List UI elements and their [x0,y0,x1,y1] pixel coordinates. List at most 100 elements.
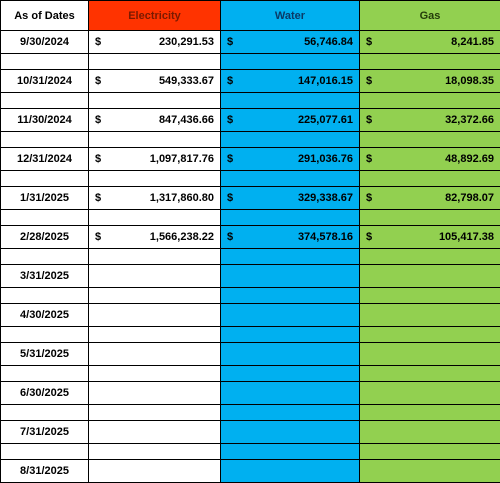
spacer-cell[interactable] [89,171,221,187]
water-cell[interactable]: $291,036.76 [221,148,360,171]
currency-symbol: $ [227,114,233,126]
spacer-cell[interactable] [89,405,221,421]
gas-cell[interactable]: $18,098.35 [360,70,500,93]
electricity-cell[interactable] [89,460,221,483]
spacer-cell[interactable] [360,288,500,304]
spacer-cell[interactable] [221,93,360,109]
electricity-cell[interactable] [89,421,221,444]
spacer-cell[interactable] [360,444,500,460]
spacer-cell[interactable] [221,210,360,226]
spacer-cell[interactable] [89,327,221,343]
spacer-cell[interactable] [360,93,500,109]
spacer-cell[interactable] [360,210,500,226]
date-cell[interactable]: 2/28/2025 [1,226,89,249]
spacer-cell[interactable] [89,288,221,304]
gas-cell[interactable] [360,421,500,444]
header-water[interactable]: Water [221,1,360,31]
date-cell[interactable]: 4/30/2025 [1,304,89,327]
spacer-cell[interactable] [360,132,500,148]
spacer-cell[interactable] [360,171,500,187]
gas-cell[interactable] [360,265,500,288]
date-cell[interactable]: 9/30/2024 [1,31,89,54]
spacer-cell[interactable] [221,366,360,382]
spacer-cell[interactable] [1,444,89,460]
electricity-cell[interactable]: $1,566,238.22 [89,226,221,249]
water-cell[interactable] [221,343,360,366]
gas-cell[interactable]: $8,241.85 [360,31,500,54]
spacer-cell[interactable] [221,288,360,304]
spacer-cell[interactable] [360,366,500,382]
gas-cell[interactable] [360,382,500,405]
spacer-cell[interactable] [221,171,360,187]
spacer-cell[interactable] [89,444,221,460]
electricity-cell[interactable]: $847,436.66 [89,109,221,132]
gas-cell[interactable]: $82,798.07 [360,187,500,210]
water-cell[interactable] [221,460,360,483]
water-cell[interactable] [221,421,360,444]
electricity-cell[interactable]: $1,097,817.76 [89,148,221,171]
water-cell[interactable] [221,265,360,288]
spacer-cell[interactable] [89,249,221,265]
date-cell[interactable]: 7/31/2025 [1,421,89,444]
spacer-cell[interactable] [1,210,89,226]
date-cell[interactable]: 10/31/2024 [1,70,89,93]
water-cell[interactable]: $147,016.15 [221,70,360,93]
spacer-cell[interactable] [221,444,360,460]
spacer-cell[interactable] [1,93,89,109]
spacer-cell[interactable] [360,405,500,421]
water-cell[interactable] [221,304,360,327]
electricity-cell[interactable]: $549,333.67 [89,70,221,93]
date-cell[interactable]: 11/30/2024 [1,109,89,132]
spacer-cell[interactable] [360,54,500,70]
water-cell[interactable] [221,382,360,405]
water-cell[interactable]: $374,578.16 [221,226,360,249]
gas-cell[interactable] [360,460,500,483]
spacer-cell[interactable] [1,327,89,343]
header-gas[interactable]: Gas [360,1,500,31]
electricity-cell[interactable] [89,304,221,327]
header-date[interactable]: As of Dates [1,1,89,31]
electricity-cell[interactable] [89,343,221,366]
gas-cell[interactable] [360,343,500,366]
gas-cell[interactable]: $48,892.69 [360,148,500,171]
spacer-cell[interactable] [1,249,89,265]
spacer-row [1,210,500,226]
spacer-cell[interactable] [360,327,500,343]
date-cell[interactable]: 5/31/2025 [1,343,89,366]
electricity-cell[interactable] [89,265,221,288]
gas-cell[interactable] [360,304,500,327]
spacer-cell[interactable] [89,132,221,148]
spacer-cell[interactable] [89,93,221,109]
spacer-cell[interactable] [1,132,89,148]
spacer-cell[interactable] [1,171,89,187]
date-cell[interactable]: 8/31/2025 [1,460,89,483]
spacer-cell[interactable] [89,366,221,382]
water-cell[interactable]: $225,077.61 [221,109,360,132]
water-cell[interactable]: $56,746.84 [221,31,360,54]
gas-cell[interactable]: $32,372.66 [360,109,500,132]
date-cell[interactable]: 3/31/2025 [1,265,89,288]
water-cell[interactable]: $329,338.67 [221,187,360,210]
spacer-cell[interactable] [221,54,360,70]
gas-cell[interactable]: $105,417.38 [360,226,500,249]
spacer-cell[interactable] [221,405,360,421]
spacer-cell[interactable] [1,405,89,421]
spacer-cell[interactable] [1,366,89,382]
date-cell[interactable]: 12/31/2024 [1,148,89,171]
electricity-cell[interactable]: $1,317,860.80 [89,187,221,210]
spacer-cell[interactable] [221,327,360,343]
spacer-cell[interactable] [89,210,221,226]
electricity-cell[interactable]: $230,291.53 [89,31,221,54]
electricity-cell[interactable] [89,382,221,405]
spacer-cell[interactable] [360,249,500,265]
spacer-cell[interactable] [1,288,89,304]
gas-value: 8,241.85 [451,36,494,48]
spacer-cell[interactable] [1,54,89,70]
date-cell[interactable]: 6/30/2025 [1,382,89,405]
table-row: 6/30/2025 [1,382,500,405]
header-electricity[interactable]: Electricity [89,1,221,31]
spacer-cell[interactable] [221,132,360,148]
date-cell[interactable]: 1/31/2025 [1,187,89,210]
spacer-cell[interactable] [89,54,221,70]
spacer-cell[interactable] [221,249,360,265]
